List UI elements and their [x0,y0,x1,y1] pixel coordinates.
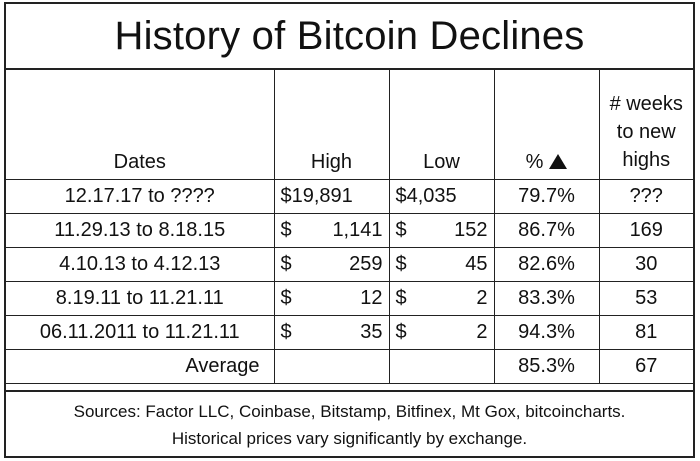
average-low-empty [388,349,495,384]
average-high-empty [273,349,390,384]
row-weeks: 53 [598,281,693,316]
row-weeks: 30 [598,247,693,282]
row-low-symbol: $ [395,321,407,343]
header-pct-label: % [525,151,544,173]
table-row: 4.10.13 to 4.12.13 $259 $45 82.6% 30 [6,247,693,282]
declines-table: Dates High Low % # weeks to new highs 12… [6,70,693,384]
row-high-value: 259 [349,253,383,275]
table-row: 12.17.17 to ???? $19,891 $4,035 79.7% ??… [6,179,693,214]
up-triangle-icon [549,154,568,169]
row-low-value: 2 [476,287,488,309]
row-high: $35 [273,315,390,350]
average-label: Average [6,349,275,384]
row-low-symbol: $4,035 [395,185,457,207]
row-weeks: ??? [598,179,693,214]
table-row: 11.29.13 to 8.18.15 $1,141 $152 86.7% 16… [6,213,693,248]
row-low-value: 45 [465,253,488,275]
row-pct: 83.3% [493,281,600,316]
row-high-symbol: $ [280,219,292,241]
average-weeks: 67 [598,349,693,384]
row-low: $2 [388,315,495,350]
row-high: $1,141 [273,213,390,248]
header-weeks-line1: # weeks [609,93,683,115]
table-row: 06.11.2011 to 11.21.11 $35 $2 94.3% 81 [6,315,693,350]
row-high-symbol: $ [280,321,292,343]
row-pct: 94.3% [493,315,600,350]
row-low-value: 2 [476,321,488,343]
row-low-symbol: $ [395,287,407,309]
header-high: High [273,70,390,180]
row-high-symbol: $ [280,253,292,275]
row-weeks: 169 [598,213,693,248]
row-pct: 86.7% [493,213,600,248]
row-pct: 82.6% [493,247,600,282]
sources-line: Sources: Factor LLC, Coinbase, Bitstamp,… [73,402,626,421]
row-high-symbol: $19,891 [280,185,353,207]
average-row: Average 85.3% 67 [6,349,693,384]
row-high-symbol: $ [280,287,292,309]
row-high-value: 35 [360,321,383,343]
average-pct: 85.3% [493,349,600,384]
declines-table-sheet: History of Bitcoin Declines Dates High L… [4,2,695,458]
row-dates: 12.17.17 to ???? [6,179,275,214]
row-high: $19,891 [273,179,390,214]
header-pct: % [493,70,600,180]
table-title: History of Bitcoin Declines [6,4,693,70]
row-dates: 06.11.2011 to 11.21.11 [6,315,275,350]
row-low: $4,035 [388,179,495,214]
disclaimer-line: Historical prices vary significantly by … [171,429,528,448]
header-weeks-line3: highs [622,149,671,171]
table-row: 8.19.11 to 11.21.11 $12 $2 83.3% 53 [6,281,693,316]
row-low: $152 [388,213,495,248]
sources-footer: Sources: Factor LLC, Coinbase, Bitstamp,… [6,390,693,456]
row-low-value: 152 [454,219,488,241]
row-low: $2 [388,281,495,316]
row-high-value: 12 [360,287,383,309]
header-weeks: # weeks to new highs [598,70,693,180]
row-pct: 79.7% [493,179,600,214]
row-low-symbol: $ [395,253,407,275]
row-dates: 8.19.11 to 11.21.11 [6,281,275,316]
header-row: Dates High Low % # weeks to new highs [6,70,693,180]
row-high-value: 1,141 [332,219,383,241]
row-low: $45 [388,247,495,282]
row-dates: 11.29.13 to 8.18.15 [6,213,275,248]
header-dates: Dates [6,70,275,180]
row-low-symbol: $ [395,219,407,241]
row-high: $12 [273,281,390,316]
row-weeks: 81 [598,315,693,350]
header-low: Low [388,70,495,180]
header-weeks-line2: to new [616,121,676,143]
row-high: $259 [273,247,390,282]
row-dates: 4.10.13 to 4.12.13 [6,247,275,282]
